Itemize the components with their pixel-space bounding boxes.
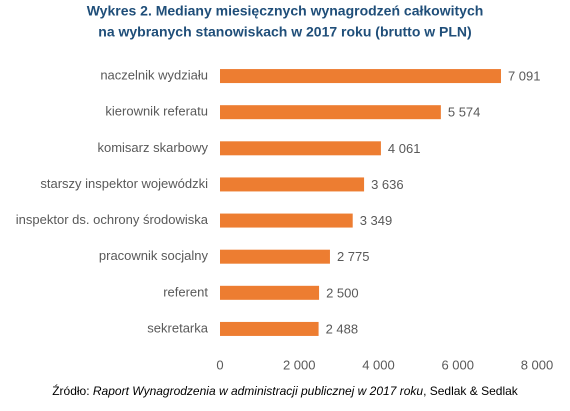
x-tick-label: 6 000: [441, 357, 474, 372]
value-label: 2 775: [337, 249, 370, 264]
y-tick-label: starszy inspektor wojewódzki: [40, 176, 208, 191]
source: Źródło: Raport Wynagrodzenia w administr…: [0, 384, 570, 398]
source-prefix: Źródło:: [52, 384, 90, 398]
source-title: Raport Wynagrodzenia w administracji pub…: [92, 384, 424, 398]
bar: [220, 321, 319, 336]
bar: [220, 249, 330, 264]
y-tick-label: kierownik referatu: [105, 104, 208, 119]
bar: [220, 141, 381, 156]
y-tick-label: inspektor ds. ochrony środowiska: [16, 212, 209, 227]
y-tick-label: komisarz skarbowy: [97, 140, 208, 155]
bar: [220, 69, 501, 84]
x-tick-label: 2 000: [283, 357, 316, 372]
y-tick-label: sekretarka: [147, 320, 208, 335]
value-label: 2 488: [326, 321, 359, 336]
bar: [220, 105, 441, 120]
value-label: 2 500: [326, 285, 359, 300]
bar: [220, 177, 365, 192]
y-tick-label: referent: [163, 284, 208, 299]
bar: [220, 285, 320, 300]
bar: [220, 213, 353, 228]
y-tick-label: naczelnik wydziału: [100, 68, 208, 83]
value-label: 5 574: [448, 105, 481, 120]
y-tick-label: pracownik socjalny: [99, 248, 209, 263]
x-tick-label: 0: [216, 357, 223, 372]
chart-title: na wybranych stanowiskach w 2017 roku (b…: [98, 24, 471, 40]
source-suffix: , Sedlak & Sedlak: [423, 384, 518, 398]
value-label: 4 061: [388, 141, 421, 156]
chart-title: Wykres 2. Mediany miesięcznych wynagrodz…: [87, 3, 484, 19]
value-label: 3 349: [360, 213, 393, 228]
x-tick-label: 8 000: [521, 357, 554, 372]
value-label: 7 091: [508, 69, 541, 84]
chart: Wykres 2. Mediany miesięcznych wynagrodz…: [16, 3, 554, 373]
x-tick-label: 4 000: [362, 357, 395, 372]
value-label: 3 636: [371, 177, 404, 192]
